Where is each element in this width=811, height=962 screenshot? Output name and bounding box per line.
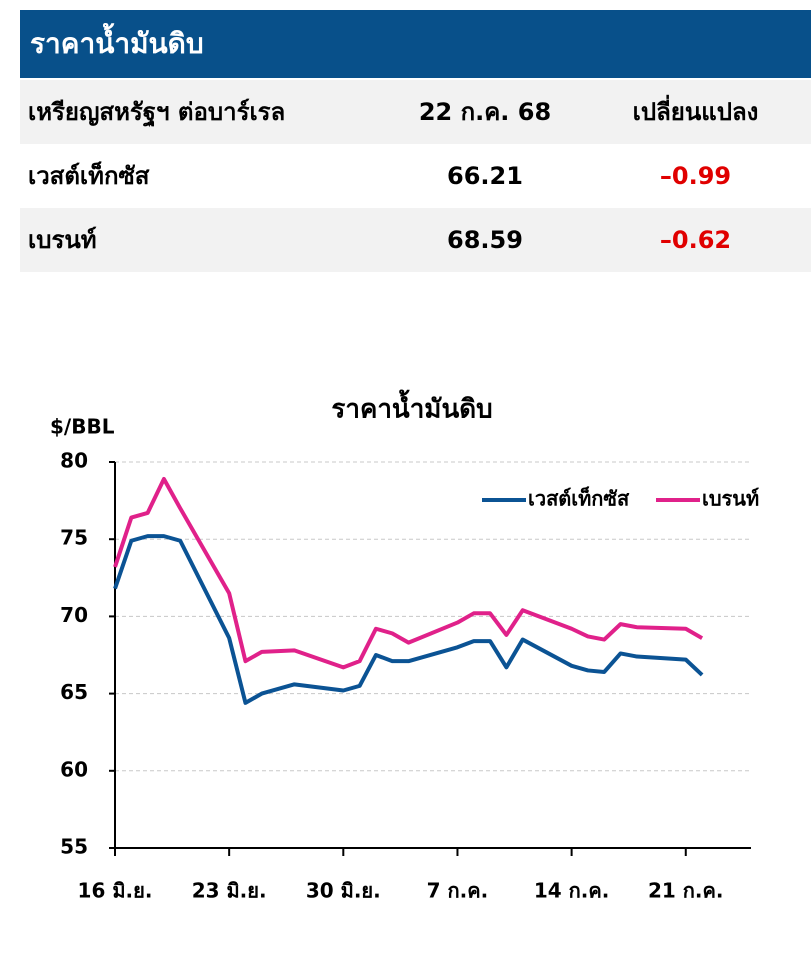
table-header: เหรียญสหรัฐฯ ต่อบาร์เรล 22 ก.ค. 68 เปลี่… xyxy=(20,80,811,144)
legend-label: เวสต์เท็กซัส xyxy=(528,486,630,511)
cell: –0.99 xyxy=(659,162,732,190)
cell: เบรนท์ xyxy=(28,226,97,254)
y-axis-label: $/BBL xyxy=(50,415,115,439)
column-header: 22 ก.ค. 68 xyxy=(418,98,552,126)
x-tick-label: 21 ก.ค. xyxy=(648,879,723,903)
x-tick-label: 23 มิ.ย. xyxy=(192,879,267,903)
y-tick-label: 70 xyxy=(60,603,88,627)
series-line xyxy=(113,534,704,705)
y-tick-label: 65 xyxy=(60,680,88,704)
table-row: เวสต์เท็กซัส 66.21 –0.99 xyxy=(20,144,811,208)
chart-title: ราคาน้ำมันดิบ xyxy=(331,389,492,425)
cell: เวสต์เท็กซัส xyxy=(28,162,150,190)
cell: 66.21 xyxy=(447,162,523,190)
y-tick-label: 60 xyxy=(60,757,88,781)
header-title: ราคาน้ำมันดิบ xyxy=(20,10,811,78)
column-header: เหรียญสหรัฐฯ ต่อบาร์เรล xyxy=(28,98,286,126)
table-row: เบรนท์ 68.59 –0.62 xyxy=(20,208,811,272)
legend-label: เบรนท์ xyxy=(702,487,759,511)
column-header: เปลี่ยนแปลง xyxy=(632,98,759,126)
cell: –0.62 xyxy=(659,226,732,254)
cell: 68.59 xyxy=(447,226,523,254)
series-line xyxy=(113,476,704,670)
y-tick-label: 80 xyxy=(60,449,88,473)
x-tick-label: 30 มิ.ย. xyxy=(306,879,381,903)
x-tick-label: 7 ก.ค. xyxy=(427,879,489,903)
y-tick-label: 55 xyxy=(60,835,88,859)
x-tick-label: 16 มิ.ย. xyxy=(78,879,153,903)
x-tick-label: 14 ก.ค. xyxy=(534,879,609,903)
y-tick-label: 75 xyxy=(60,526,88,550)
